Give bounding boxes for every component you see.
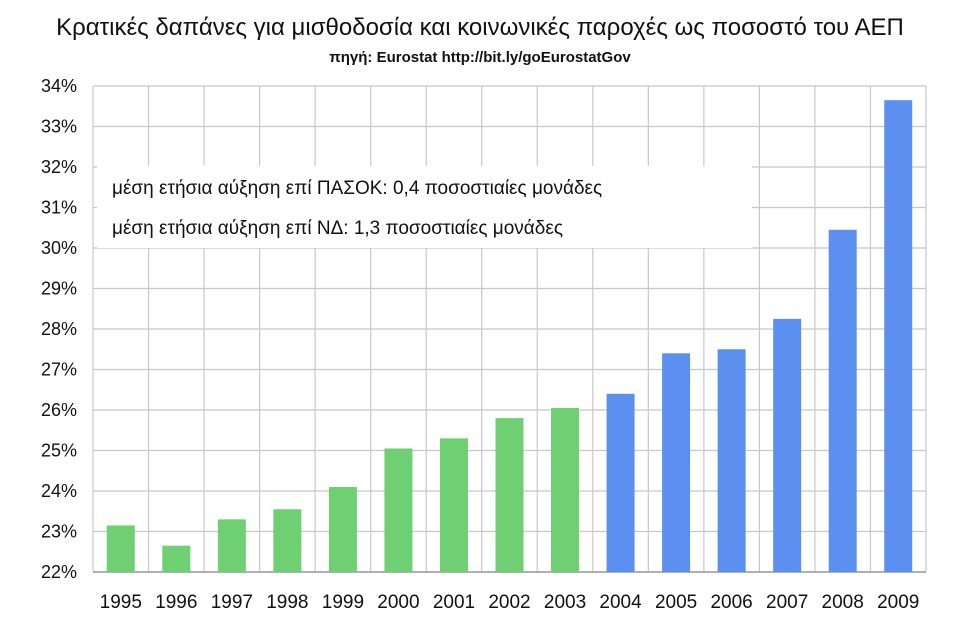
- chart-title: Κρατικές δαπάνες για μισθοδοσία και κοιν…: [56, 14, 904, 41]
- annotation-pasok: μέση ετήσια αύξηση επί ΠΑΣΟΚ: 0,4 ποσοστ…: [112, 178, 602, 199]
- bar-2008: [828, 229, 857, 572]
- x-tick-label: 1997: [211, 592, 253, 613]
- bar-2007: [773, 318, 802, 572]
- bar-2004: [606, 393, 635, 572]
- x-tick-label: 2008: [822, 592, 864, 613]
- y-tick-label: 33%: [41, 117, 77, 137]
- bar-2000: [384, 448, 413, 572]
- x-tick-label: 2005: [655, 592, 697, 613]
- y-tick-label: 29%: [41, 279, 77, 299]
- x-tick-label: 1998: [266, 592, 308, 613]
- x-tick-label: 2003: [544, 592, 586, 613]
- y-tick-label: 27%: [41, 360, 77, 380]
- x-tick-label: 2009: [877, 592, 919, 613]
- y-tick-label: 31%: [41, 198, 77, 218]
- x-tick-label: 1995: [100, 592, 142, 613]
- bar-2006: [717, 349, 746, 572]
- bar-1999: [328, 486, 357, 572]
- y-tick-label: 22%: [41, 562, 77, 582]
- x-tick-label: 2004: [599, 592, 642, 613]
- annotation-box: μέση ετήσια αύξηση επί ΠΑΣΟΚ: 0,4 ποσοστ…: [97, 166, 752, 248]
- x-tick-label: 2007: [766, 592, 808, 613]
- bar-1996: [162, 545, 191, 572]
- bar-2002: [495, 418, 524, 572]
- annotation-nd: μέση ετήσια αύξηση επί ΝΔ: 1,3 ποσοστιαί…: [112, 218, 563, 239]
- x-axis-ticks: 1995 1996 1997 1998 1999 2000 2001 2002 2003 2004…: [100, 592, 920, 613]
- bar-2003: [551, 407, 580, 572]
- y-tick-label: 28%: [41, 319, 77, 339]
- chart-subtitle: πηγή: Eurostat http://bit.ly/goEurostatG…: [329, 49, 631, 66]
- x-tick-label: 2006: [710, 592, 752, 613]
- y-tick-label: 25%: [41, 441, 77, 461]
- y-tick-label: 23%: [41, 522, 77, 542]
- bar-1995: [106, 525, 135, 572]
- y-axis-ticks: 22% 23% 24% 25% 26% 27% 28% 29% 30% 31% 32% 33% 34%: [41, 76, 77, 582]
- bar-1998: [273, 509, 302, 572]
- y-tick-label: 24%: [41, 481, 77, 501]
- x-tick-label: 1996: [155, 592, 197, 613]
- y-tick-label: 34%: [41, 76, 77, 96]
- x-tick-label: 2000: [377, 592, 419, 613]
- x-tick-label: 2002: [488, 592, 530, 613]
- y-tick-label: 32%: [41, 157, 77, 177]
- bar-2009: [884, 100, 913, 573]
- x-tick-label: 2001: [433, 592, 475, 613]
- bar-2005: [662, 353, 691, 572]
- bar-2001: [439, 438, 468, 572]
- bars: [106, 100, 913, 573]
- x-tick-label: 1999: [322, 592, 364, 613]
- y-tick-label: 26%: [41, 400, 77, 420]
- annotation-background: [97, 166, 752, 248]
- y-tick-label: 30%: [41, 238, 77, 258]
- bar-1997: [217, 519, 246, 572]
